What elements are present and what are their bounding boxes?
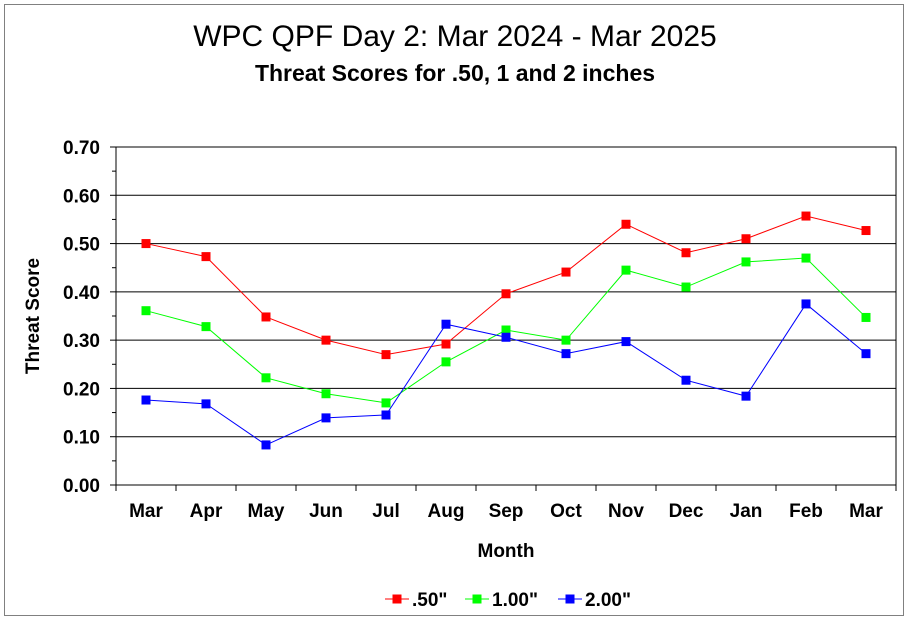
x-tick-label: Oct [550,501,582,522]
data-point [621,337,631,347]
data-point [861,349,871,359]
x-tick-label: Dec [669,501,704,522]
chart-subtitle: Threat Scores for .50, 1 and 2 inches [254,60,656,86]
y-tick-label: 0.60 [63,186,100,207]
data-point [201,252,211,262]
y-tick-label: 0.00 [63,476,100,497]
data-point [861,312,871,322]
data-point [681,282,691,292]
data-point [321,413,331,423]
chart-frame [4,4,904,616]
data-point [321,389,331,399]
data-point [321,335,331,345]
data-point [261,312,271,322]
plot-area-border [115,146,897,486]
data-point [201,399,211,409]
legend-label: .50" [412,590,447,611]
x-tick-label: Jan [730,501,763,522]
y-tick-label: 0.40 [63,283,100,304]
x-tick-label: Nov [608,501,644,522]
x-tick-label: Aug [428,501,465,522]
x-tick-label: Jun [309,501,343,522]
y-tick-label: 0.70 [63,138,100,159]
data-point [741,257,751,267]
data-point [621,265,631,275]
data-point [681,375,691,385]
x-tick-label: Mar [129,501,163,522]
legend-marker [472,594,482,604]
axes [110,146,897,491]
data-point [801,211,811,221]
data-point [681,248,691,258]
x-tick-label: Feb [789,501,823,522]
data-point [741,234,751,244]
legend: .50" 1.00" 2.00" [385,590,631,611]
data-point [801,253,811,263]
y-axis-label: Threat Score [23,258,44,374]
x-tick-label: May [248,501,285,522]
data-point [141,395,151,405]
data-point [501,325,511,335]
y-tick-label: 0.10 [63,428,100,449]
data-point [141,239,151,249]
y-tick-label: 0.30 [63,331,100,352]
data-point [261,373,271,383]
data-point [561,267,571,277]
data-point [381,398,391,408]
data-point [501,332,511,342]
x-tick-labels: Mar Apr May Jun Jul Aug Sep Oct Nov Dec Jan Feb Mar [129,501,883,522]
y-tick-label: 0.20 [63,379,100,400]
data-point [621,219,631,229]
data-point [801,299,811,309]
legend-marker [392,594,402,604]
legend-label: 2.00" [585,590,631,611]
data-point [441,339,451,349]
data-point [501,289,511,299]
data-point [261,440,271,450]
series-markers [141,211,871,450]
x-axis-label: Month [478,541,535,562]
legend-marker [565,594,575,604]
data-point [381,410,391,420]
x-tick-label: Apr [190,501,223,522]
data-point [141,306,151,316]
data-point [441,357,451,367]
y-tick-label: 0.50 [63,235,100,256]
data-point [381,350,391,360]
data-point [561,335,571,345]
data-point [201,322,211,332]
data-point [741,391,751,401]
data-point [561,349,571,359]
chart-title: WPC QPF Day 2: Mar 2024 - Mar 2025 [193,20,717,53]
x-tick-label: Mar [849,501,883,522]
y-tick-labels: 0.00 0.10 0.20 0.30 0.40 0.50 0.60 0.70 [63,138,100,497]
data-point [861,226,871,236]
data-point [441,319,451,329]
legend-label: 1.00" [492,590,538,611]
series-line [145,303,867,446]
x-tick-label: Sep [489,501,524,522]
x-tick-label: Jul [372,501,399,522]
